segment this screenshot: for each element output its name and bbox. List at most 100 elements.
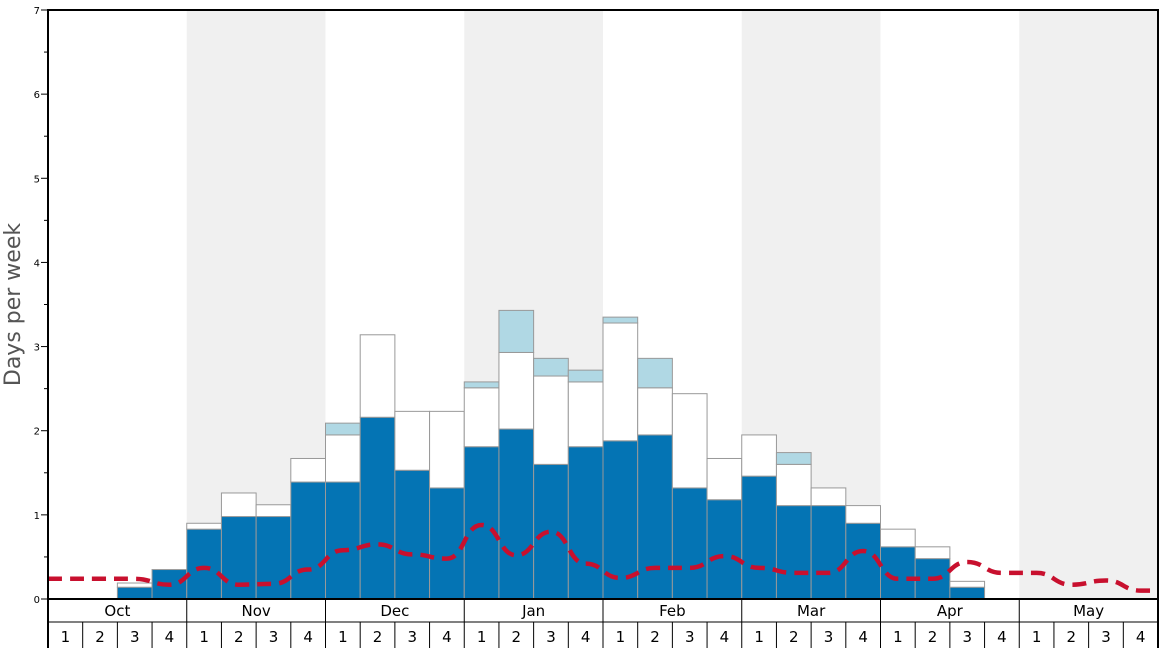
bar-top-segment xyxy=(325,422,361,436)
bar-middle-segment xyxy=(602,322,639,442)
bar-middle-segment xyxy=(463,387,500,448)
week-label: 3 xyxy=(269,628,279,646)
bar-middle-segment xyxy=(220,492,257,518)
bar-top-segment xyxy=(775,452,812,465)
week-label: 3 xyxy=(824,628,834,646)
bar-base-segment xyxy=(186,528,222,600)
week-label: 3 xyxy=(685,628,695,646)
bar-top-segment xyxy=(533,357,569,377)
week-label: 2 xyxy=(512,628,522,646)
bar-top-segment xyxy=(637,357,673,389)
average-line xyxy=(48,522,1152,593)
y-tick-label: 6 xyxy=(34,90,40,101)
bar-base-segment xyxy=(394,469,431,600)
week-label: 4 xyxy=(303,628,313,646)
bar-middle-segment xyxy=(949,580,986,588)
y-axis: 0 1 2 3 4 5 6 7 xyxy=(34,6,48,606)
month-label: Dec xyxy=(380,602,409,620)
bar-top-segment xyxy=(463,381,500,389)
bar-base-segment xyxy=(290,481,326,600)
month-band xyxy=(1019,10,1158,599)
bar-base-segment xyxy=(533,463,569,600)
bar-middle-segment xyxy=(706,457,743,501)
month-label: Mar xyxy=(797,602,826,620)
bar-middle-segment xyxy=(845,505,881,524)
week-label: 2 xyxy=(789,628,799,646)
bar-series xyxy=(116,309,986,600)
bar-base-segment xyxy=(845,522,881,600)
y-tick-label: 1 xyxy=(34,511,40,522)
bar-middle-segment xyxy=(914,546,951,560)
bar-top-segment xyxy=(498,309,535,353)
bar-middle-segment xyxy=(429,410,465,489)
week-label: 4 xyxy=(442,628,452,646)
week-label: 2 xyxy=(1067,628,1077,646)
y-axis-title: Days per week xyxy=(1,223,26,386)
bar-middle-segment xyxy=(290,457,326,483)
week-label: 2 xyxy=(234,628,244,646)
week-label: 1 xyxy=(477,628,487,646)
bar-top-segment xyxy=(567,369,604,383)
month-bands xyxy=(186,10,1158,599)
bar-middle-segment xyxy=(394,410,431,471)
week-label: 4 xyxy=(997,628,1007,646)
bar-middle-segment xyxy=(186,522,222,530)
bar-base-segment xyxy=(325,481,361,600)
week-label: 3 xyxy=(962,628,972,646)
y-tick-label: 0 xyxy=(34,595,40,606)
week-label: 4 xyxy=(165,628,175,646)
bar-middle-segment xyxy=(741,434,777,477)
bar-top-segment xyxy=(602,316,639,324)
week-label: 3 xyxy=(546,628,556,646)
week-label: 4 xyxy=(720,628,730,646)
week-label: 4 xyxy=(858,628,868,646)
month-label: Feb xyxy=(659,602,686,620)
y-tick-label: 3 xyxy=(34,343,40,354)
week-label: 1 xyxy=(338,628,348,646)
bar-middle-segment xyxy=(810,487,847,507)
bar-middle-segment xyxy=(533,375,569,465)
bar-middle-segment xyxy=(325,434,361,483)
week-label: 1 xyxy=(61,628,71,646)
week-label: 1 xyxy=(893,628,903,646)
month-label: Jan xyxy=(521,602,545,620)
bar-base-segment xyxy=(775,505,812,600)
week-label: 4 xyxy=(581,628,591,646)
bar-base-segment xyxy=(671,487,708,600)
bar-middle-segment xyxy=(567,381,604,448)
x-axis: Oct 1 2 3 4 Nov 1 2 3 4 Dec 1 2 3 4 Jan 1 2 3 4 Feb 1 2 3 4 Mar 1 2… xyxy=(47,599,1159,648)
week-label: 2 xyxy=(373,628,383,646)
week-label: 3 xyxy=(1101,628,1111,646)
month-label: Oct xyxy=(104,602,130,620)
month-label: Nov xyxy=(241,602,270,620)
bar-middle-segment xyxy=(116,582,153,588)
week-label: 4 xyxy=(1136,628,1146,646)
bar-base-segment xyxy=(949,586,986,600)
bar-middle-segment xyxy=(359,334,396,418)
bar-base-segment xyxy=(359,416,396,600)
bar-base-segment xyxy=(255,516,292,600)
week-label: 1 xyxy=(199,628,209,646)
week-label: 3 xyxy=(130,628,140,646)
bar-base-segment xyxy=(498,428,535,600)
week-label: 2 xyxy=(650,628,660,646)
y-tick-label: 5 xyxy=(34,174,40,185)
y-tick-label: 7 xyxy=(34,6,40,17)
bar-base-segment xyxy=(567,446,604,600)
week-label: 1 xyxy=(1032,628,1042,646)
bar-middle-segment xyxy=(671,393,708,489)
week-label: 1 xyxy=(754,628,764,646)
plot-frame xyxy=(47,9,1159,600)
month-label: Apr xyxy=(937,602,964,620)
week-label: 2 xyxy=(95,628,105,646)
month-label: May xyxy=(1073,602,1104,620)
bar-middle-segment xyxy=(498,351,535,430)
bar-middle-segment xyxy=(255,504,292,518)
bar-base-segment xyxy=(116,586,153,600)
y-tick-label: 2 xyxy=(34,427,40,438)
week-label: 3 xyxy=(407,628,417,646)
bar-base-segment xyxy=(706,499,743,600)
bar-middle-segment xyxy=(775,463,812,507)
bar-base-segment xyxy=(810,505,847,600)
